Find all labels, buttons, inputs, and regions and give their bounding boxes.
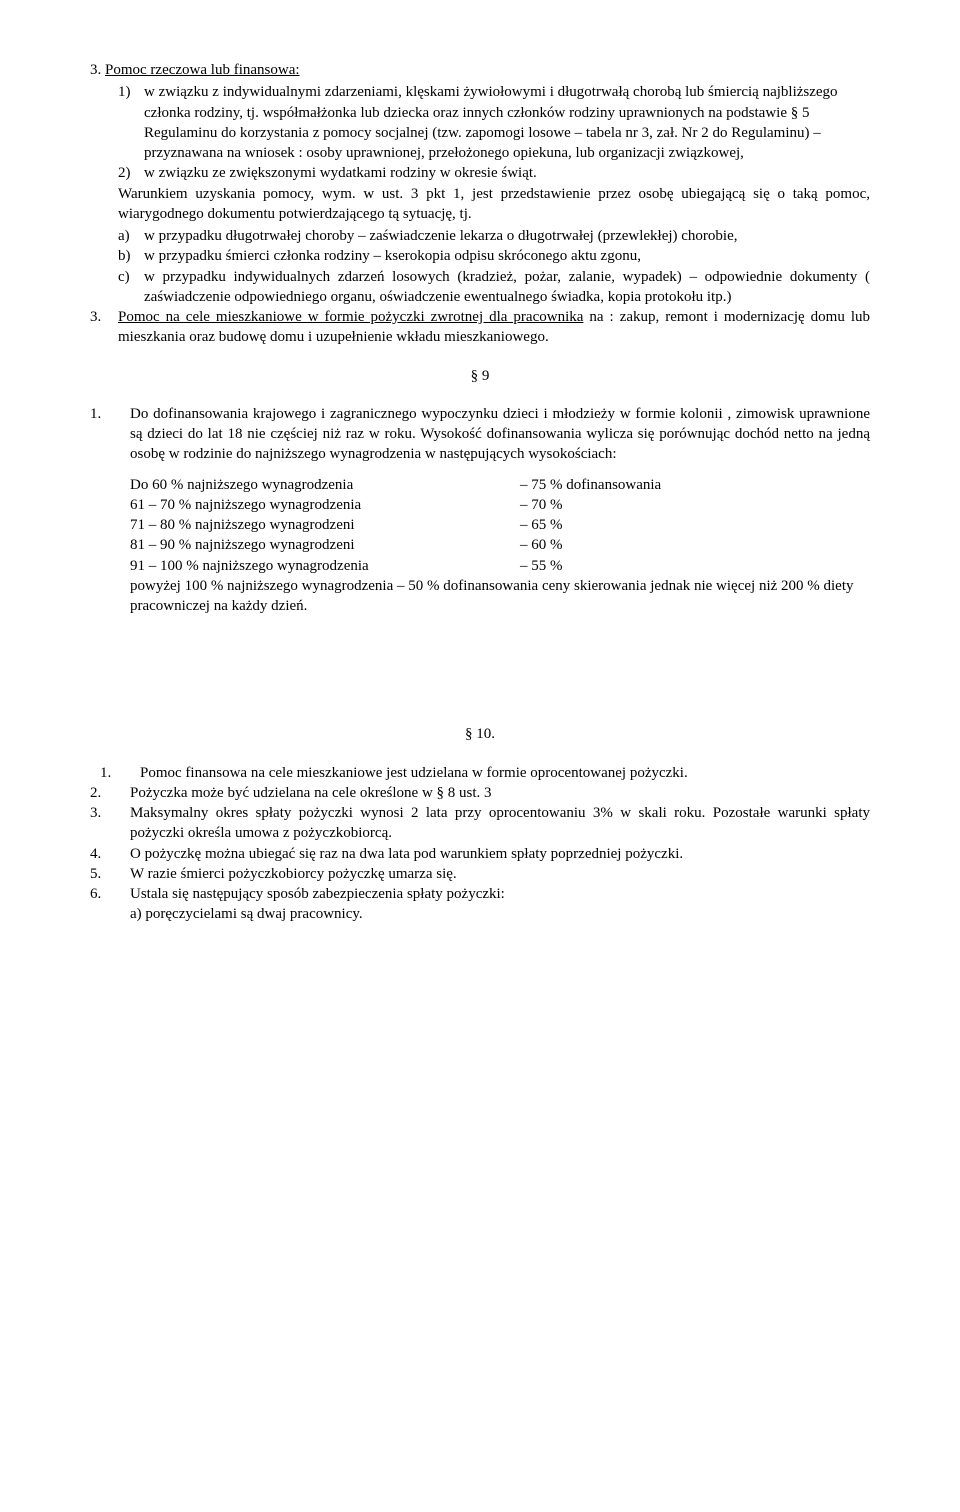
- item-num: 3.: [90, 307, 118, 348]
- item-text: w przypadku śmierci członka rodziny – ks…: [144, 246, 870, 266]
- table-row: 81 – 90 % najniższego wynagrodzeni– 60 %: [130, 535, 870, 555]
- item-text: Pożyczka może być udzielana na cele okre…: [130, 783, 870, 803]
- item-num: 2): [118, 163, 144, 183]
- list-item: 2) w związku ze zwiększonymi wydatkami r…: [118, 163, 870, 183]
- item-text: Pomoc na cele mieszkaniowe w formie poży…: [118, 307, 870, 348]
- item-text: W razie śmierci pożyczkobiorcy pożyczkę …: [130, 864, 870, 884]
- section-10: § 10.: [90, 724, 870, 744]
- s10-6-text: Ustala się następujący sposób zabezpiecz…: [130, 886, 505, 902]
- warunek-para: Warunkiem uzyskania pomocy, wym. w ust. …: [90, 184, 870, 225]
- item-text: Do dofinansowania krajowego i zagraniczn…: [130, 404, 870, 465]
- item-num: 1.: [90, 763, 140, 783]
- cell: 91 – 100 % najniższego wynagrodzenia: [130, 556, 520, 576]
- item-num: 4.: [90, 844, 130, 864]
- item-num: c): [118, 267, 144, 308]
- lettered-list: a) w przypadku długotrwałej choroby – za…: [90, 226, 870, 307]
- item-text: w przypadku długotrwałej choroby – zaświ…: [144, 226, 870, 246]
- heading-num: 3.: [90, 62, 105, 78]
- item-num: 1): [118, 82, 144, 163]
- list-item: b) w przypadku śmierci członka rodziny –…: [118, 246, 870, 266]
- item-num: 6.: [90, 884, 130, 925]
- list-item: 1. Pomoc finansowa na cele mieszkaniowe …: [90, 763, 870, 783]
- list-item: 3. Maksymalny okres spłaty pożyczki wyno…: [90, 803, 870, 844]
- cell: 61 – 70 % najniższego wynagrodzenia: [130, 495, 520, 515]
- list-paren: 1) w związku z indywidualnymi zdarzeniam…: [90, 82, 870, 183]
- cell: – 55 %: [520, 556, 870, 576]
- list-item: 2. Pożyczka może być udzielana na cele o…: [90, 783, 870, 803]
- item-text: w związku ze zwiększonymi wydatkami rodz…: [144, 163, 870, 183]
- item-text: Ustala się następujący sposób zabezpiecz…: [130, 884, 870, 925]
- item-num: 3.: [90, 803, 130, 844]
- cell: – 70 %: [520, 495, 870, 515]
- cell: Do 60 % najniższego wynagrodzenia: [130, 475, 520, 495]
- list-item: 1) w związku z indywidualnymi zdarzeniam…: [118, 82, 870, 163]
- heading-line: 3. Pomoc rzeczowa lub finansowa:: [90, 60, 870, 80]
- p3-underline: Pomoc na cele mieszkaniowe w formie poży…: [118, 309, 583, 325]
- cell: 81 – 90 % najniższego wynagrodzeni: [130, 535, 520, 555]
- cell: – 60 %: [520, 535, 870, 555]
- list-item: 1. Do dofinansowania krajowego i zagrani…: [90, 404, 870, 465]
- financing-table: Do 60 % najniższego wynagrodzenia– 75 % …: [90, 475, 870, 617]
- s10-list: 1. Pomoc finansowa na cele mieszkaniowe …: [90, 763, 870, 925]
- table-row: 71 – 80 % najniższego wynagrodzeni– 65 %: [130, 515, 870, 535]
- s9-list: 1. Do dofinansowania krajowego i zagrani…: [90, 404, 870, 465]
- list-item: c) w przypadku indywidualnych zdarzeń lo…: [118, 267, 870, 308]
- item-num: a): [118, 226, 144, 246]
- table-row-last: powyżej 100 % najniższego wynagrodzenia …: [130, 576, 870, 617]
- table-row: Do 60 % najniższego wynagrodzenia– 75 % …: [130, 475, 870, 495]
- item-text: Pomoc finansowa na cele mieszkaniowe jes…: [140, 763, 870, 783]
- item-text: w związku z indywidualnymi zdarzeniami, …: [144, 82, 870, 163]
- item-text: w przypadku indywidualnych zdarzeń losow…: [144, 267, 870, 308]
- cell: – 75 % dofinansowania: [520, 475, 870, 495]
- item-text: O pożyczkę można ubiegać się raz na dwa …: [130, 844, 870, 864]
- list-item: 5. W razie śmierci pożyczkobiorcy pożycz…: [90, 864, 870, 884]
- table-row: 91 – 100 % najniższego wynagrodzenia– 55…: [130, 556, 870, 576]
- item-num: 2.: [90, 783, 130, 803]
- list-item: 6. Ustala się następujący sposób zabezpi…: [90, 884, 870, 925]
- cell: – 65 %: [520, 515, 870, 535]
- list-item: a) w przypadku długotrwałej choroby – za…: [118, 226, 870, 246]
- item-num: 5.: [90, 864, 130, 884]
- item-text: Maksymalny okres spłaty pożyczki wynosi …: [130, 803, 870, 844]
- cell: 71 – 80 % najniższego wynagrodzeni: [130, 515, 520, 535]
- list-item: 4. O pożyczkę można ubiegać się raz na d…: [90, 844, 870, 864]
- s10-6a: a) poręczycielami są dwaj pracownicy.: [130, 906, 363, 922]
- table-row: 61 – 70 % najniższego wynagrodzenia– 70 …: [130, 495, 870, 515]
- item-num: 1.: [90, 404, 130, 465]
- section-9: § 9: [90, 366, 870, 386]
- point-3: 3. Pomoc na cele mieszkaniowe w formie p…: [90, 307, 870, 348]
- item-num: b): [118, 246, 144, 266]
- heading-text: Pomoc rzeczowa lub finansowa:: [105, 62, 300, 78]
